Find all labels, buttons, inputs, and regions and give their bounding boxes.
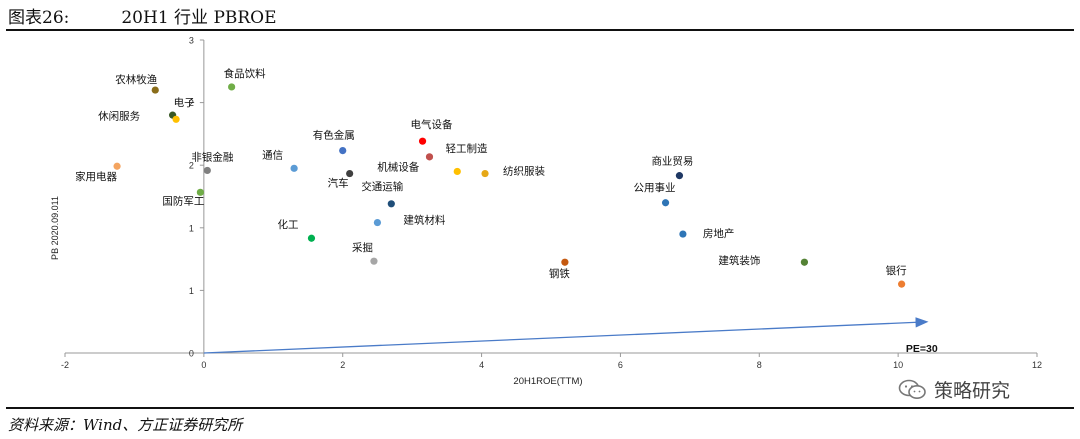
data-point [679,230,687,238]
data-point-label: 采掘 [352,241,373,254]
y-tick-label: 1 [189,286,194,296]
data-point-label: 食品饮料 [224,67,266,80]
data-point-label: 国防军工 [162,194,204,207]
data-point-label: 房地产 [703,227,735,240]
x-axis-label: 20H1ROE(TTM) [513,376,582,387]
watermark-text: 策略研究 [934,380,1011,402]
data-point [151,86,159,94]
y-axis-label: PB 2020.09.011 [50,196,60,260]
data-point-label: 纺织服装 [503,165,545,178]
data-point [373,218,382,227]
data-point-label: 通信 [262,149,283,161]
data-point [387,200,395,208]
data-point-label: 机械设备 [377,160,419,173]
data-point-label: 建筑材料 [403,214,445,227]
data-point [800,258,809,266]
source-note: 资料来源：Wind、方正证券研究所 [8,416,243,434]
data-point [425,153,434,161]
data-point-label: 交通运输 [361,180,403,193]
data-point [290,164,298,172]
data-point [481,169,489,178]
data-point-label: 建筑装饰 [718,254,760,267]
wechat-icon [898,379,926,399]
data-point-label: 农林牧渔 [115,73,157,86]
data-point [418,137,427,145]
y-tick-label: 2 [189,98,194,108]
data-point-label: 轻工制造 [446,142,488,155]
x-tick-label: 6 [618,360,623,370]
data-point-label: 非银金融 [191,150,233,163]
figure-number: 图表26: [8,7,70,28]
data-point-label: 化工 [277,218,298,231]
bottom-rule [6,407,1074,409]
x-tick-label: -2 [61,360,69,370]
data-point [346,169,354,178]
data-point [228,83,236,91]
data-point [370,257,378,265]
data-point-label: 银行 [886,264,907,277]
data-point-label: 家用电器 [75,170,117,183]
data-point [113,162,121,170]
top-rule [6,29,1074,31]
data-point [675,172,684,180]
x-tick-label: 10 [893,360,903,370]
watermark: 策略研究 [898,376,1010,403]
x-tick-label: 2 [340,360,345,370]
y-tick-label: 2 [189,161,194,171]
x-tick-label: 0 [201,360,206,370]
data-point [898,280,906,288]
x-tick-label: 8 [757,360,762,370]
data-point-label: 电子 [174,96,195,109]
data-point [196,188,204,196]
data-point [561,258,569,266]
x-tick-label: 12 [1032,360,1042,370]
figure-title: 20H1 行业 PBROE [121,7,277,28]
data-point-label: 汽车 [328,177,349,190]
data-point-label: 公用事业 [634,181,676,194]
data-point-label: 有色金属 [313,129,355,142]
figure-header: 图表26: 20H1 行业 PBROE [8,2,277,28]
data-point [307,234,316,242]
pe-reference-label: PE=30 [906,343,938,355]
y-tick-label: 0 [189,349,194,359]
pe-reference-line [203,317,929,354]
y-tick-label: 1 [189,223,194,233]
data-point [339,146,347,155]
data-point-label: 商业贸易 [651,155,693,168]
data-point [203,166,211,175]
y-tick-label: 3 [189,36,194,46]
data-point-label: 钢铁 [549,267,570,280]
data-point [172,115,180,123]
data-point [453,167,461,176]
x-tick-label: 4 [479,360,484,370]
data-point-label: 休闲服务 [98,109,140,122]
data-point [661,199,670,207]
data-point-label: 电气设备 [411,118,453,131]
